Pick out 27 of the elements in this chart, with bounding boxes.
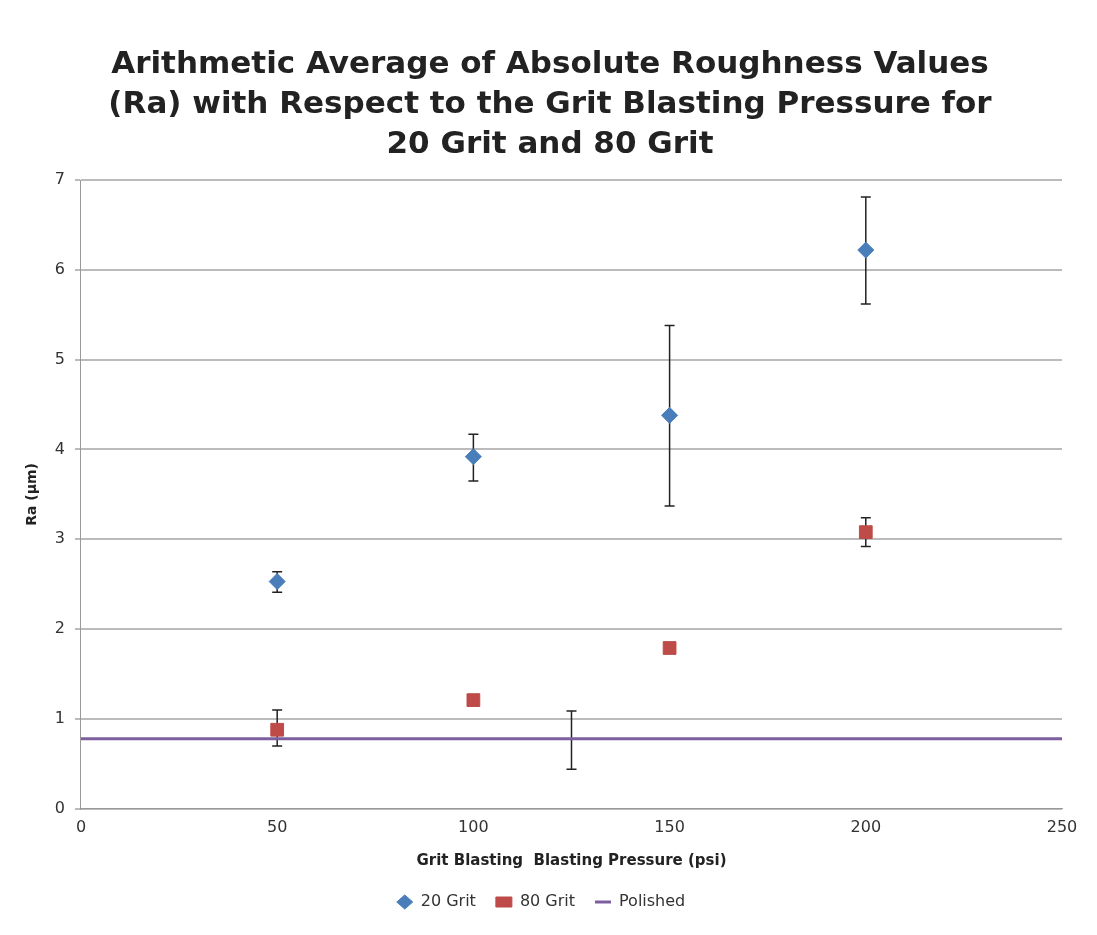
point xyxy=(661,406,679,424)
chart-title: Arithmetic Average of Absolute Roughness Values (Ra) with Respect to the Grit Blasting Pressure for 20 Grit and 80 Grit xyxy=(107,43,993,162)
legend-label: 20 Grit xyxy=(420,891,476,911)
point xyxy=(857,241,875,259)
y-tick-label: 4 xyxy=(54,438,65,458)
y-tick-label: 5 xyxy=(54,348,65,368)
legend-label: Polished xyxy=(619,891,686,911)
y-tick-label: 6 xyxy=(54,258,65,278)
x-tick-label: 0 xyxy=(75,816,87,836)
y-tick-label: 1 xyxy=(54,708,65,728)
x-tick-label: 150 xyxy=(654,816,685,836)
y-tick-label: 2 xyxy=(54,618,65,638)
point xyxy=(662,641,677,655)
point xyxy=(466,693,481,707)
point xyxy=(858,525,873,539)
y-tick-label: 3 xyxy=(54,528,65,548)
point xyxy=(270,722,285,737)
y-axis-title: Ra (µm) xyxy=(23,463,40,526)
x-tick-label: 250 xyxy=(1046,816,1078,836)
legend-label: 80 Grit xyxy=(519,891,576,911)
x-tick-label: 50 xyxy=(267,816,288,836)
x-axis-title: Grit Blasting Blasting Pressure (psi) xyxy=(416,850,727,869)
y-tick-label: 7 xyxy=(54,169,65,189)
y-tick-label: 0 xyxy=(54,797,65,817)
x-tick-label: 100 xyxy=(458,816,489,836)
point xyxy=(464,448,482,466)
x-tick-label: 200 xyxy=(850,816,882,836)
